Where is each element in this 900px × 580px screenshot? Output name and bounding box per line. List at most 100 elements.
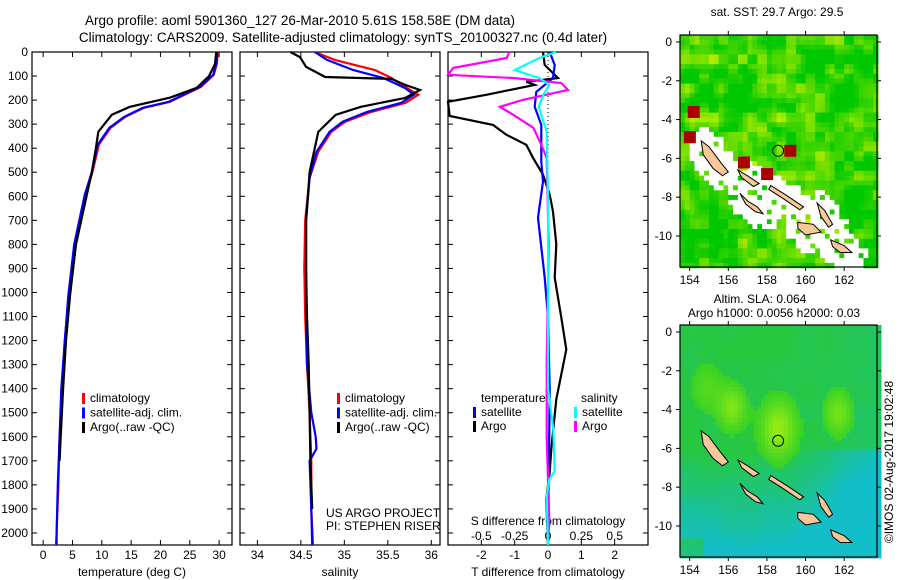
map-cell (699, 117, 705, 123)
map-cell (846, 371, 851, 377)
map-cell (699, 553, 704, 559)
map-cell (762, 156, 768, 162)
map-cell (792, 476, 797, 481)
map-cell (822, 348, 828, 353)
map-cell (803, 441, 809, 446)
map-cell (858, 243, 865, 249)
map-cell (824, 112, 831, 118)
map-cell (680, 219, 686, 225)
map-cell (718, 44, 724, 51)
map-cell (737, 433, 743, 439)
map-cell (830, 429, 836, 435)
map-cell (726, 515, 731, 520)
map-cell (687, 515, 693, 520)
map-cell (799, 336, 805, 342)
map-cell (815, 332, 820, 338)
map-cell (853, 175, 860, 181)
map-cell (795, 325, 801, 330)
map-cell (687, 379, 693, 384)
map-cell (771, 107, 778, 114)
map-cell (765, 402, 770, 408)
map-cell (807, 332, 812, 338)
map-cell (873, 54, 879, 60)
map-cell (795, 209, 802, 215)
map-cell (722, 491, 727, 497)
map-cell (747, 59, 753, 65)
map-cell (807, 359, 812, 365)
map-cell (765, 422, 770, 427)
map-cell (838, 367, 843, 373)
map-cell (807, 340, 812, 345)
map-cell (704, 73, 710, 80)
map-cell (766, 146, 773, 152)
map-cell (850, 499, 855, 505)
map-cell (795, 383, 801, 388)
map-cell (752, 165, 758, 172)
map-cell (868, 170, 874, 177)
map-cell (680, 39, 686, 46)
map-cell (784, 546, 789, 551)
map-cell (863, 112, 869, 118)
map-cell (704, 262, 710, 269)
map-cell (776, 359, 782, 365)
map-cell (830, 542, 836, 547)
map-cell (737, 553, 743, 559)
map-cell (858, 35, 865, 41)
map-cell (799, 406, 805, 411)
map-cell (723, 229, 729, 235)
map-cell (718, 441, 724, 446)
map-cell (771, 117, 778, 123)
map-cell (791, 170, 797, 177)
map-cell (733, 180, 739, 186)
map-cell (820, 35, 826, 41)
map-cell (873, 35, 879, 41)
map-cell (737, 151, 744, 157)
map-cell (850, 433, 855, 439)
map-cell (689, 54, 696, 60)
map-cell (714, 340, 720, 345)
map-cell (838, 325, 843, 330)
map-cell (765, 456, 770, 462)
map-cell (737, 165, 744, 172)
map-cell (730, 402, 735, 408)
map-cell (734, 530, 739, 536)
map-cell (745, 328, 751, 334)
map-cell (815, 336, 820, 342)
map-cell (733, 78, 739, 84)
map-cell (683, 332, 689, 338)
map-cell (726, 476, 731, 481)
map-cell (695, 352, 700, 357)
map-cell (819, 406, 824, 411)
map-cell (757, 534, 762, 539)
map-cell (768, 472, 774, 477)
map-cell (792, 550, 797, 555)
map-cell (741, 332, 747, 338)
map-cell (781, 258, 787, 264)
map-cell (768, 511, 774, 516)
map-cell (810, 112, 816, 118)
map-cell (844, 83, 850, 89)
map-cell (728, 253, 734, 259)
map-cell (680, 476, 685, 481)
map-cell (766, 39, 773, 46)
map-cell (683, 418, 689, 423)
map-cell (757, 73, 763, 80)
map-cell (784, 433, 789, 439)
map-cell (680, 54, 686, 60)
map-cell (850, 418, 855, 423)
map-cell (795, 136, 802, 143)
map-cell (683, 530, 689, 536)
map-cell (766, 136, 773, 143)
map-cell (695, 363, 700, 369)
map-cell (709, 132, 715, 138)
map-cell (772, 538, 778, 543)
map-cell (687, 352, 693, 357)
map-cell (745, 487, 751, 493)
map-cell (699, 379, 704, 384)
map-cell (766, 141, 773, 148)
map-cell (805, 175, 811, 181)
map-cell (822, 433, 828, 439)
map-cell (811, 387, 816, 392)
map-cell (842, 480, 847, 485)
map-cell (776, 39, 782, 46)
